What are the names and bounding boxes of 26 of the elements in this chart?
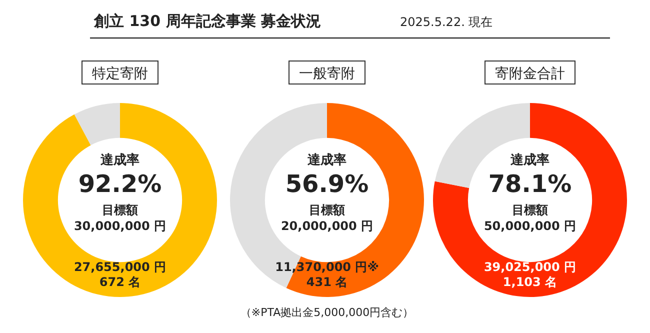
text: 目標額: [512, 203, 548, 217]
text: 目標額: [309, 203, 345, 217]
text: 2025.5.22. 現在: [400, 15, 493, 29]
donut-slice: [23, 103, 217, 297]
donut-slice: [74, 103, 120, 146]
data-label: 56.9%: [285, 170, 369, 198]
data-label: 78.1%: [488, 170, 572, 198]
chart-title: 特定寄附: [92, 66, 148, 82]
text: 1,103 名: [502, 275, 558, 289]
chart-title: 一般寄附: [299, 66, 355, 82]
text: （※PTA拠出金5,000,000円含む）: [240, 306, 414, 319]
text: 39,025,000 円: [484, 260, 576, 274]
text: 達成率: [100, 152, 140, 168]
text: 672 名: [99, 275, 141, 289]
chart-title: 寄附金合計: [495, 66, 565, 82]
text: 達成率: [510, 152, 550, 168]
text: 創立 130 周年記念事業 募金状況: [93, 12, 321, 30]
text: 27,655,000 円: [74, 260, 166, 274]
text: 431 名: [306, 275, 348, 289]
text: 30,000,000 円: [74, 219, 166, 233]
text: 50,000,000 円: [484, 219, 576, 233]
text: 目標額: [102, 203, 138, 217]
donut-slice: [433, 103, 627, 297]
text: 20,000,000 円: [280, 219, 374, 233]
data-label: 92.2%: [78, 170, 162, 198]
text: 達成率: [306, 152, 346, 168]
